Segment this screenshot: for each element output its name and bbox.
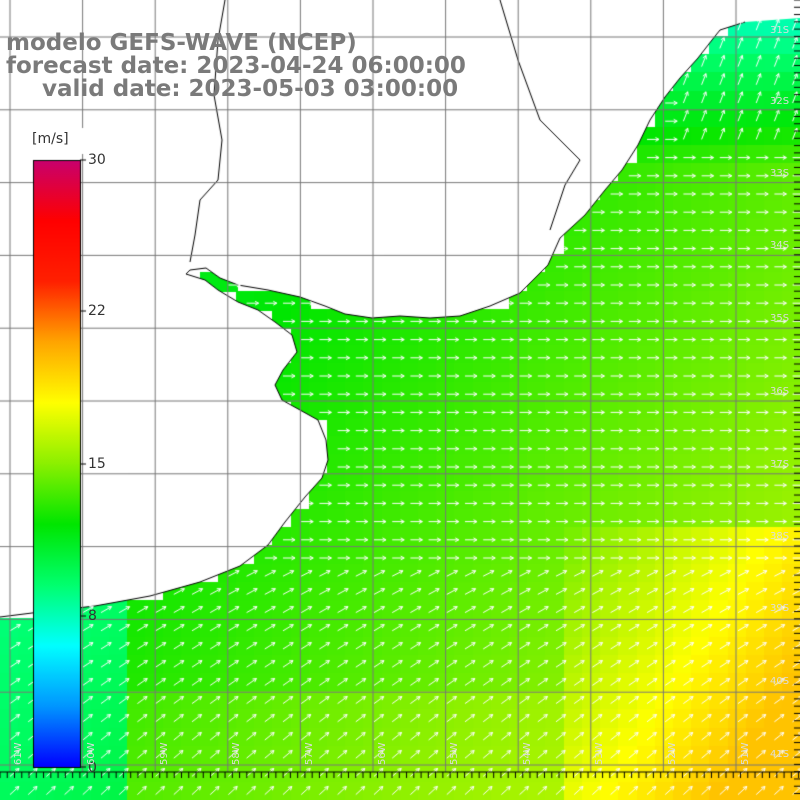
lon-label: 60W (86, 742, 97, 765)
title-valid-date: valid date: 2023-05-03 03:00:00 (42, 76, 459, 102)
lon-label: 61W (13, 742, 24, 765)
lon-label: 55W (449, 742, 460, 765)
lon-label: 58W (231, 742, 242, 765)
lon-label: 59W (159, 742, 170, 765)
colorbar-unit: [m/s] (32, 131, 69, 147)
lat-label: 33S (770, 168, 790, 179)
lat-label: 36S (770, 386, 790, 397)
lon-label: 54W (522, 742, 533, 765)
lon-label: 56W (377, 742, 388, 765)
lat-label: 37S (770, 459, 790, 470)
lat-label-31s: 31S (770, 25, 790, 36)
lon-label: 52W (667, 742, 678, 765)
colorbar-tick-0: 0 (88, 760, 97, 776)
colorbar-tick-30: 30 (88, 152, 106, 168)
title-model: modelo GEFS-WAVE (NCEP) (6, 30, 357, 56)
lon-label: 51W (740, 742, 751, 765)
lat-label: 39S (770, 603, 790, 614)
lat-label: 32S (770, 96, 790, 107)
colorbar-tick-22: 22 (88, 303, 106, 319)
lat-label: 41S (770, 749, 790, 760)
lat-label: 35S (770, 313, 790, 324)
lat-label: 40S (770, 676, 790, 687)
lat-label: 38S (770, 531, 790, 542)
title-forecast-date: forecast date: 2023-04-24 06:00:00 (6, 53, 466, 79)
lon-label: 57W (304, 742, 315, 765)
lat-label: 34S (770, 240, 790, 251)
colorbar-tick-8: 8 (88, 608, 97, 624)
lon-label: 53W (594, 742, 605, 765)
colorbar-tick-15: 15 (88, 456, 106, 472)
